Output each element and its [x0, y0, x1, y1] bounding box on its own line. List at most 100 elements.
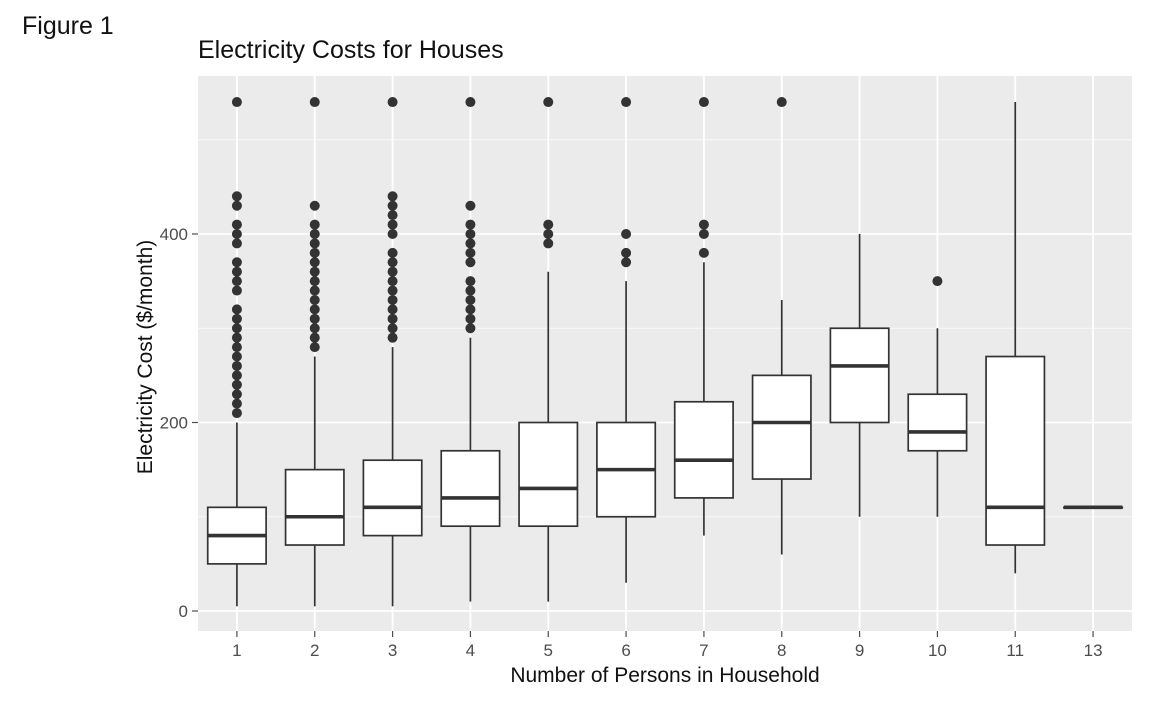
box-group-6 [596, 97, 657, 583]
outlier-point [465, 229, 476, 239]
outlier-point [231, 229, 242, 239]
outlier-point [776, 97, 787, 108]
box-group-2 [284, 97, 345, 607]
box-group-3 [362, 97, 423, 607]
outlier-point [309, 276, 320, 287]
outlier-point [621, 257, 632, 268]
outlier-point [309, 323, 320, 334]
outlier-point [621, 97, 632, 108]
outlier-point [465, 285, 476, 296]
box-group-7 [673, 97, 734, 536]
outlier-point [698, 219, 709, 230]
outlier-point [309, 294, 320, 305]
x-tick-label: 8 [777, 641, 786, 660]
outlier-point [231, 257, 242, 268]
outlier-point [465, 97, 476, 108]
box-group-10 [907, 276, 968, 517]
outlier-point [543, 238, 554, 249]
box-group-13 [1063, 505, 1124, 510]
outlier-point [231, 238, 242, 249]
outlier-point [309, 238, 320, 249]
outlier-point [231, 97, 242, 108]
outlier-point [309, 247, 320, 258]
outlier-point [698, 97, 709, 108]
outlier-point [309, 257, 320, 268]
outlier-point [231, 398, 242, 409]
box-iqr [829, 327, 890, 424]
y-axis: 0 200 400 [160, 225, 198, 621]
outlier-point [231, 360, 242, 371]
box-iqr [518, 421, 579, 528]
outlier-point [231, 379, 242, 390]
x-tick-label: 3 [388, 641, 397, 660]
outlier-point [309, 200, 320, 211]
outlier-point [387, 266, 398, 277]
box-group-11 [985, 102, 1046, 574]
x-tick-label: 10 [928, 641, 947, 660]
x-tick-label: 6 [621, 641, 630, 660]
box-iqr [907, 393, 968, 452]
box-group-8 [751, 97, 812, 555]
outlier-point [309, 313, 320, 324]
outlier-point [309, 332, 320, 343]
outlier-point [698, 247, 709, 258]
box-iqr [362, 459, 423, 537]
outlier-point [231, 285, 242, 296]
x-tick-label: 1 [232, 641, 241, 660]
outlier-point [231, 304, 242, 315]
y-tick-label: 0 [179, 602, 188, 621]
outlier-point [387, 285, 398, 296]
outlier-point [387, 247, 398, 258]
chart-title: Electricity Costs for Houses [198, 36, 504, 64]
outlier-point [231, 191, 242, 202]
outlier-point [387, 257, 398, 268]
box-group-1 [206, 97, 267, 607]
x-tick-label: 7 [699, 641, 708, 660]
outlier-point [543, 219, 554, 230]
outlier-point [387, 313, 398, 324]
outlier-point [465, 323, 476, 334]
outlier-point [387, 276, 398, 287]
box-marks [206, 97, 1124, 607]
outlier-point [621, 247, 632, 258]
outlier-point [309, 229, 320, 239]
box-iqr [985, 355, 1046, 546]
outlier-point [465, 294, 476, 305]
outlier-point [231, 408, 242, 419]
outlier-point [309, 219, 320, 230]
outlier-point [231, 219, 242, 230]
outlier-point [387, 97, 398, 108]
y-tick-label: 400 [160, 225, 188, 244]
outlier-point [309, 342, 320, 353]
outlier-point [231, 200, 242, 211]
outlier-point [465, 276, 476, 287]
outlier-point [231, 266, 242, 277]
box-iqr [751, 374, 812, 480]
outlier-point [465, 238, 476, 249]
outlier-point [543, 97, 554, 108]
outlier-point [465, 304, 476, 315]
box-iqr [673, 400, 734, 499]
outlier-point [231, 370, 242, 381]
x-tick-label: 9 [855, 641, 864, 660]
plot-panel [198, 76, 1132, 631]
x-tick-label: 5 [544, 641, 553, 660]
x-tick-label: 4 [466, 641, 475, 660]
outlier-point [465, 219, 476, 230]
x-axis-label: Number of Persons in Household [510, 664, 820, 687]
box-group-4 [440, 97, 501, 602]
outlier-point [621, 229, 632, 239]
outlier-point [309, 285, 320, 296]
outlier-point [309, 266, 320, 277]
outlier-point [543, 229, 554, 239]
outlier-point [387, 294, 398, 305]
outlier-point [387, 219, 398, 230]
x-tick-label: 11 [1006, 641, 1024, 660]
outlier-point [387, 210, 398, 221]
figure-label: Figure 1 [22, 12, 114, 40]
outlier-point [932, 276, 943, 287]
box-group-9 [829, 234, 890, 517]
outlier-point [231, 351, 242, 362]
box-iqr [284, 468, 345, 546]
